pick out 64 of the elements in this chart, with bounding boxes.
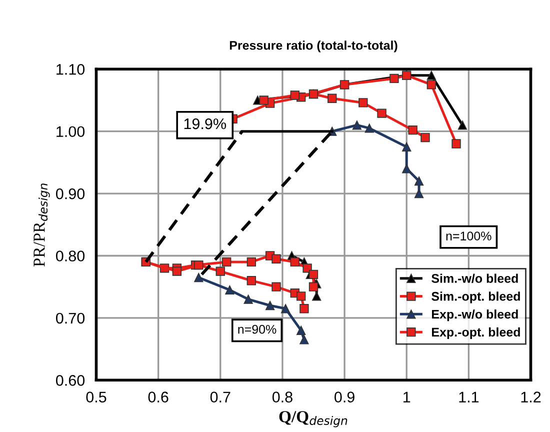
point	[426, 70, 436, 80]
point	[302, 264, 312, 273]
point	[312, 292, 322, 301]
y-tick-label: 1.00	[56, 126, 85, 138]
x-tick-label: 1	[404, 392, 410, 402]
point	[358, 98, 368, 108]
annotation: 19.9%	[184, 118, 226, 130]
point	[259, 96, 268, 105]
point	[390, 74, 399, 84]
point	[194, 260, 204, 270]
x-tick-label: 1.2	[521, 392, 541, 402]
point	[244, 294, 253, 304]
point	[246, 257, 256, 267]
point	[458, 120, 468, 130]
point	[290, 257, 300, 267]
point	[364, 124, 374, 133]
y-tick-label: 0.80	[56, 250, 85, 262]
x-tick-label: 0.7	[210, 392, 230, 402]
point	[402, 142, 412, 152]
point	[308, 270, 318, 279]
point	[352, 120, 362, 130]
point	[216, 266, 225, 276]
x-axis-title: Q/Q$_{design}$	[279, 411, 348, 428]
y-tick-label: 1.10	[56, 64, 85, 75]
point	[222, 257, 232, 267]
legend-label: Sim.-opt. bleed	[432, 292, 520, 304]
point	[194, 272, 204, 282]
annotation: n=90%	[238, 324, 276, 334]
point	[414, 188, 424, 198]
point	[402, 164, 412, 174]
y-tick-label: 0.70	[56, 312, 85, 324]
chart-title: Pressure ratio (total-to-total)	[230, 40, 398, 52]
x-tick-label: 0.5	[86, 392, 106, 402]
x-tick-label: 0.9	[334, 392, 354, 402]
point	[265, 300, 275, 310]
point	[426, 80, 436, 90]
legend-label: Exp.-opt. bleed	[432, 327, 520, 340]
y-axis-title: PR/PR$_{design}$	[34, 184, 50, 267]
point	[452, 139, 461, 148]
point	[172, 266, 182, 276]
point	[296, 292, 306, 301]
y-tick-label: 0.90	[56, 188, 85, 200]
point	[272, 254, 281, 264]
x-tick-label: 1.1	[459, 392, 479, 402]
point	[280, 304, 290, 314]
point	[296, 326, 306, 335]
point	[420, 132, 430, 142]
point	[300, 335, 309, 344]
point	[414, 176, 424, 186]
legend-label: Sim.-w/o bleed	[432, 274, 518, 284]
point	[308, 282, 318, 292]
point	[408, 125, 418, 135]
point	[377, 108, 386, 118]
point	[300, 304, 309, 314]
point	[225, 285, 234, 295]
point	[328, 94, 337, 103]
y-tick-label: 0.60	[56, 375, 85, 386]
point	[290, 90, 300, 100]
legend-label: Exp.-w/o bleed	[432, 310, 518, 322]
x-tick-label: 0.6	[148, 392, 168, 402]
point	[272, 282, 281, 292]
x-tick-label: 0.8	[272, 392, 292, 402]
point	[246, 276, 256, 286]
annotation: n=100%	[446, 232, 492, 240]
